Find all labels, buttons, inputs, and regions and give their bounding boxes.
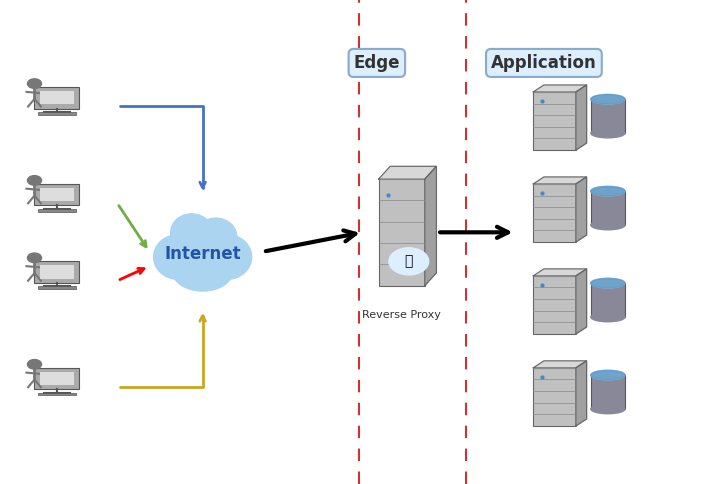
FancyBboxPatch shape [591, 375, 625, 409]
Text: Application: Application [491, 54, 597, 72]
FancyBboxPatch shape [533, 368, 576, 426]
Circle shape [28, 360, 41, 369]
Ellipse shape [591, 404, 625, 414]
Polygon shape [576, 361, 587, 426]
FancyBboxPatch shape [38, 209, 76, 212]
Ellipse shape [171, 214, 213, 251]
FancyBboxPatch shape [34, 183, 80, 205]
FancyBboxPatch shape [591, 191, 625, 225]
FancyBboxPatch shape [40, 188, 74, 201]
Circle shape [28, 253, 41, 263]
Ellipse shape [591, 278, 625, 288]
FancyBboxPatch shape [38, 393, 76, 395]
FancyBboxPatch shape [34, 87, 80, 108]
FancyBboxPatch shape [533, 92, 576, 150]
Ellipse shape [591, 94, 625, 104]
FancyBboxPatch shape [533, 276, 576, 334]
FancyBboxPatch shape [38, 112, 76, 115]
Text: Reverse Proxy: Reverse Proxy [363, 310, 441, 320]
Circle shape [389, 248, 429, 275]
Polygon shape [533, 269, 587, 276]
FancyBboxPatch shape [40, 91, 74, 105]
Polygon shape [576, 177, 587, 242]
Circle shape [28, 176, 41, 185]
Ellipse shape [591, 94, 625, 104]
Ellipse shape [591, 370, 625, 380]
Polygon shape [533, 361, 587, 368]
Ellipse shape [195, 218, 237, 256]
Polygon shape [533, 177, 587, 184]
FancyBboxPatch shape [40, 372, 74, 385]
Ellipse shape [169, 223, 236, 281]
Ellipse shape [591, 186, 625, 196]
Text: Edge: Edge [353, 54, 400, 72]
Ellipse shape [591, 128, 625, 138]
FancyBboxPatch shape [591, 283, 625, 317]
Text: 🔒: 🔒 [405, 255, 413, 268]
Ellipse shape [591, 278, 625, 288]
Polygon shape [378, 166, 437, 179]
FancyBboxPatch shape [40, 265, 74, 279]
Polygon shape [576, 85, 587, 150]
Ellipse shape [172, 251, 233, 291]
Ellipse shape [154, 235, 203, 279]
FancyBboxPatch shape [378, 179, 424, 286]
FancyBboxPatch shape [34, 261, 80, 283]
Circle shape [28, 79, 41, 89]
Ellipse shape [202, 235, 252, 279]
Polygon shape [424, 166, 437, 286]
Ellipse shape [591, 312, 625, 322]
Polygon shape [533, 85, 587, 92]
Ellipse shape [591, 186, 625, 196]
Polygon shape [576, 269, 587, 334]
Text: Internet: Internet [164, 245, 241, 263]
Ellipse shape [591, 370, 625, 380]
Ellipse shape [591, 220, 625, 230]
FancyBboxPatch shape [38, 287, 76, 289]
FancyBboxPatch shape [533, 184, 576, 242]
FancyBboxPatch shape [591, 99, 625, 133]
FancyBboxPatch shape [34, 368, 80, 389]
